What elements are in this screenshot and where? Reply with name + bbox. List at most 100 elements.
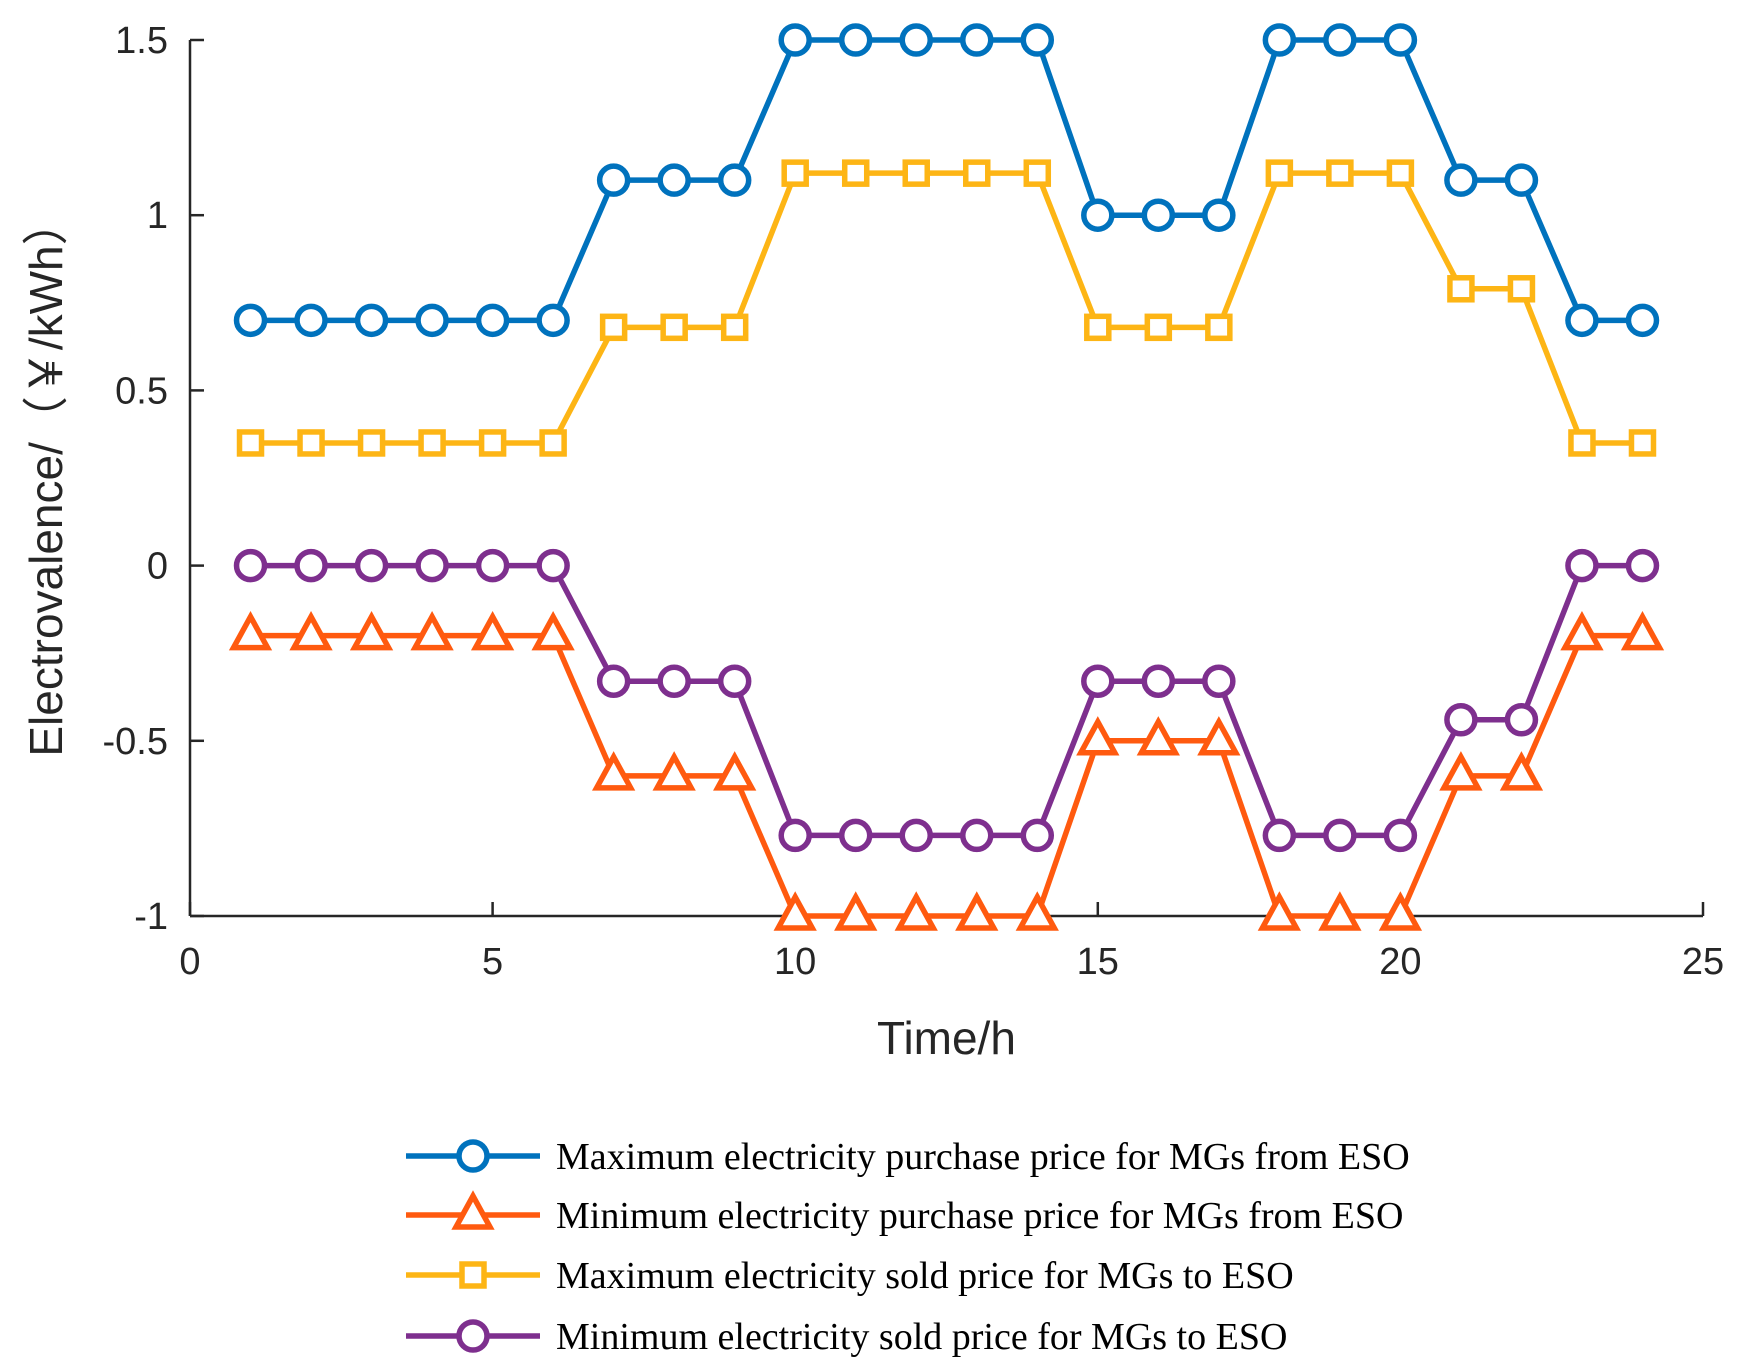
legend-item: Minimum electricity sold price for MGs t… xyxy=(406,1316,1287,1358)
data-point xyxy=(717,664,752,698)
data-point xyxy=(297,429,325,457)
data-point xyxy=(591,751,636,791)
legend-label: Minimum electricity purchase price for M… xyxy=(556,1195,1403,1237)
legend-item: Maximum electricity sold price for MGs t… xyxy=(406,1255,1294,1297)
data-point xyxy=(415,303,449,338)
legend-label: Maximum electricity purchase price for M… xyxy=(556,1136,1410,1178)
data-point xyxy=(899,23,933,57)
data-point xyxy=(1439,751,1483,791)
legend: Maximum electricity purchase price for M… xyxy=(406,1136,1410,1358)
data-point xyxy=(1202,664,1236,698)
data-point xyxy=(536,548,570,583)
data-point xyxy=(1023,159,1052,187)
data-point xyxy=(1015,891,1059,931)
data-point xyxy=(1565,303,1599,338)
data-point xyxy=(1205,313,1233,342)
data-point xyxy=(902,159,930,187)
data-point xyxy=(773,891,817,931)
axes: 0 5 10 15 20 25 -1 -0.5 0 0.5 1 1.5 xyxy=(103,20,1725,983)
data-point xyxy=(1560,610,1604,651)
data-point xyxy=(289,610,333,651)
data-point xyxy=(1202,198,1236,232)
data-point xyxy=(1020,23,1055,57)
series-2 xyxy=(228,610,1665,931)
data-point xyxy=(1326,159,1354,187)
x-axis-title: Time/h xyxy=(877,1012,1016,1064)
y-tick-label: 1.5 xyxy=(115,20,168,62)
series-line xyxy=(250,37,1643,324)
data-point xyxy=(1257,891,1302,931)
data-point xyxy=(720,313,749,342)
series-line xyxy=(250,562,1643,839)
data-point xyxy=(294,303,328,338)
legend-marker xyxy=(451,1190,495,1230)
legend-item: Minimum electricity purchase price for M… xyxy=(406,1190,1403,1237)
data-point xyxy=(1197,716,1241,756)
data-point xyxy=(778,23,812,57)
data-point xyxy=(475,303,510,338)
y-tick-label: -1 xyxy=(134,896,168,938)
data-point xyxy=(596,163,631,197)
data-point xyxy=(781,159,809,187)
data-point xyxy=(1625,303,1660,338)
data-point xyxy=(475,548,510,583)
series-layer xyxy=(228,23,1665,931)
data-point xyxy=(1383,23,1418,57)
data-point xyxy=(1565,548,1599,583)
series-4 xyxy=(233,548,1660,853)
legend-marker xyxy=(459,1261,487,1289)
legend-marker xyxy=(456,1139,490,1173)
data-point xyxy=(963,159,991,187)
data-point xyxy=(1504,163,1539,197)
series-1 xyxy=(233,23,1660,338)
data-point xyxy=(294,548,328,583)
data-point xyxy=(596,664,631,698)
data-point xyxy=(1020,818,1055,853)
data-point xyxy=(349,610,394,651)
data-point xyxy=(955,891,999,931)
x-tick-label: 5 xyxy=(482,941,503,983)
data-point xyxy=(354,303,389,338)
x-tick-label: 0 xyxy=(179,941,200,983)
data-point xyxy=(539,429,567,457)
series-line xyxy=(250,170,1643,446)
y-tick-label: 0 xyxy=(147,546,168,588)
data-point xyxy=(357,429,386,457)
data-point xyxy=(1628,429,1657,457)
series-3 xyxy=(236,159,1657,457)
data-point xyxy=(1081,664,1115,698)
data-point xyxy=(1444,703,1478,737)
data-point xyxy=(1141,664,1176,698)
legend-label: Maximum electricity sold price for MGs t… xyxy=(556,1255,1294,1297)
data-point xyxy=(1141,198,1176,232)
data-point xyxy=(478,429,507,457)
data-point xyxy=(536,303,570,338)
data-point xyxy=(354,548,389,583)
data-point xyxy=(1568,429,1596,457)
y-tick-label: 0.5 xyxy=(115,370,168,412)
data-point xyxy=(599,313,628,342)
data-point xyxy=(1262,818,1297,853)
data-point xyxy=(1318,891,1362,931)
y-axis-title: Electrovalence/（￥/kWh） xyxy=(20,199,72,756)
data-point xyxy=(838,23,873,57)
data-point xyxy=(1499,751,1544,791)
data-point xyxy=(1136,716,1180,756)
x-tick-label: 10 xyxy=(774,941,816,983)
data-point xyxy=(418,429,446,457)
x-tick-label: 20 xyxy=(1379,941,1421,983)
data-point xyxy=(838,818,873,853)
data-point xyxy=(1386,159,1415,187)
data-point xyxy=(470,610,515,651)
data-point xyxy=(657,664,691,698)
data-point xyxy=(228,610,273,651)
data-point xyxy=(1504,703,1539,737)
data-point xyxy=(841,159,870,187)
data-point xyxy=(233,548,268,583)
data-point xyxy=(1265,159,1294,187)
data-point xyxy=(660,313,688,342)
y-tick-label: -0.5 xyxy=(103,721,168,763)
legend-marker xyxy=(456,1319,490,1353)
data-point xyxy=(1323,818,1357,853)
